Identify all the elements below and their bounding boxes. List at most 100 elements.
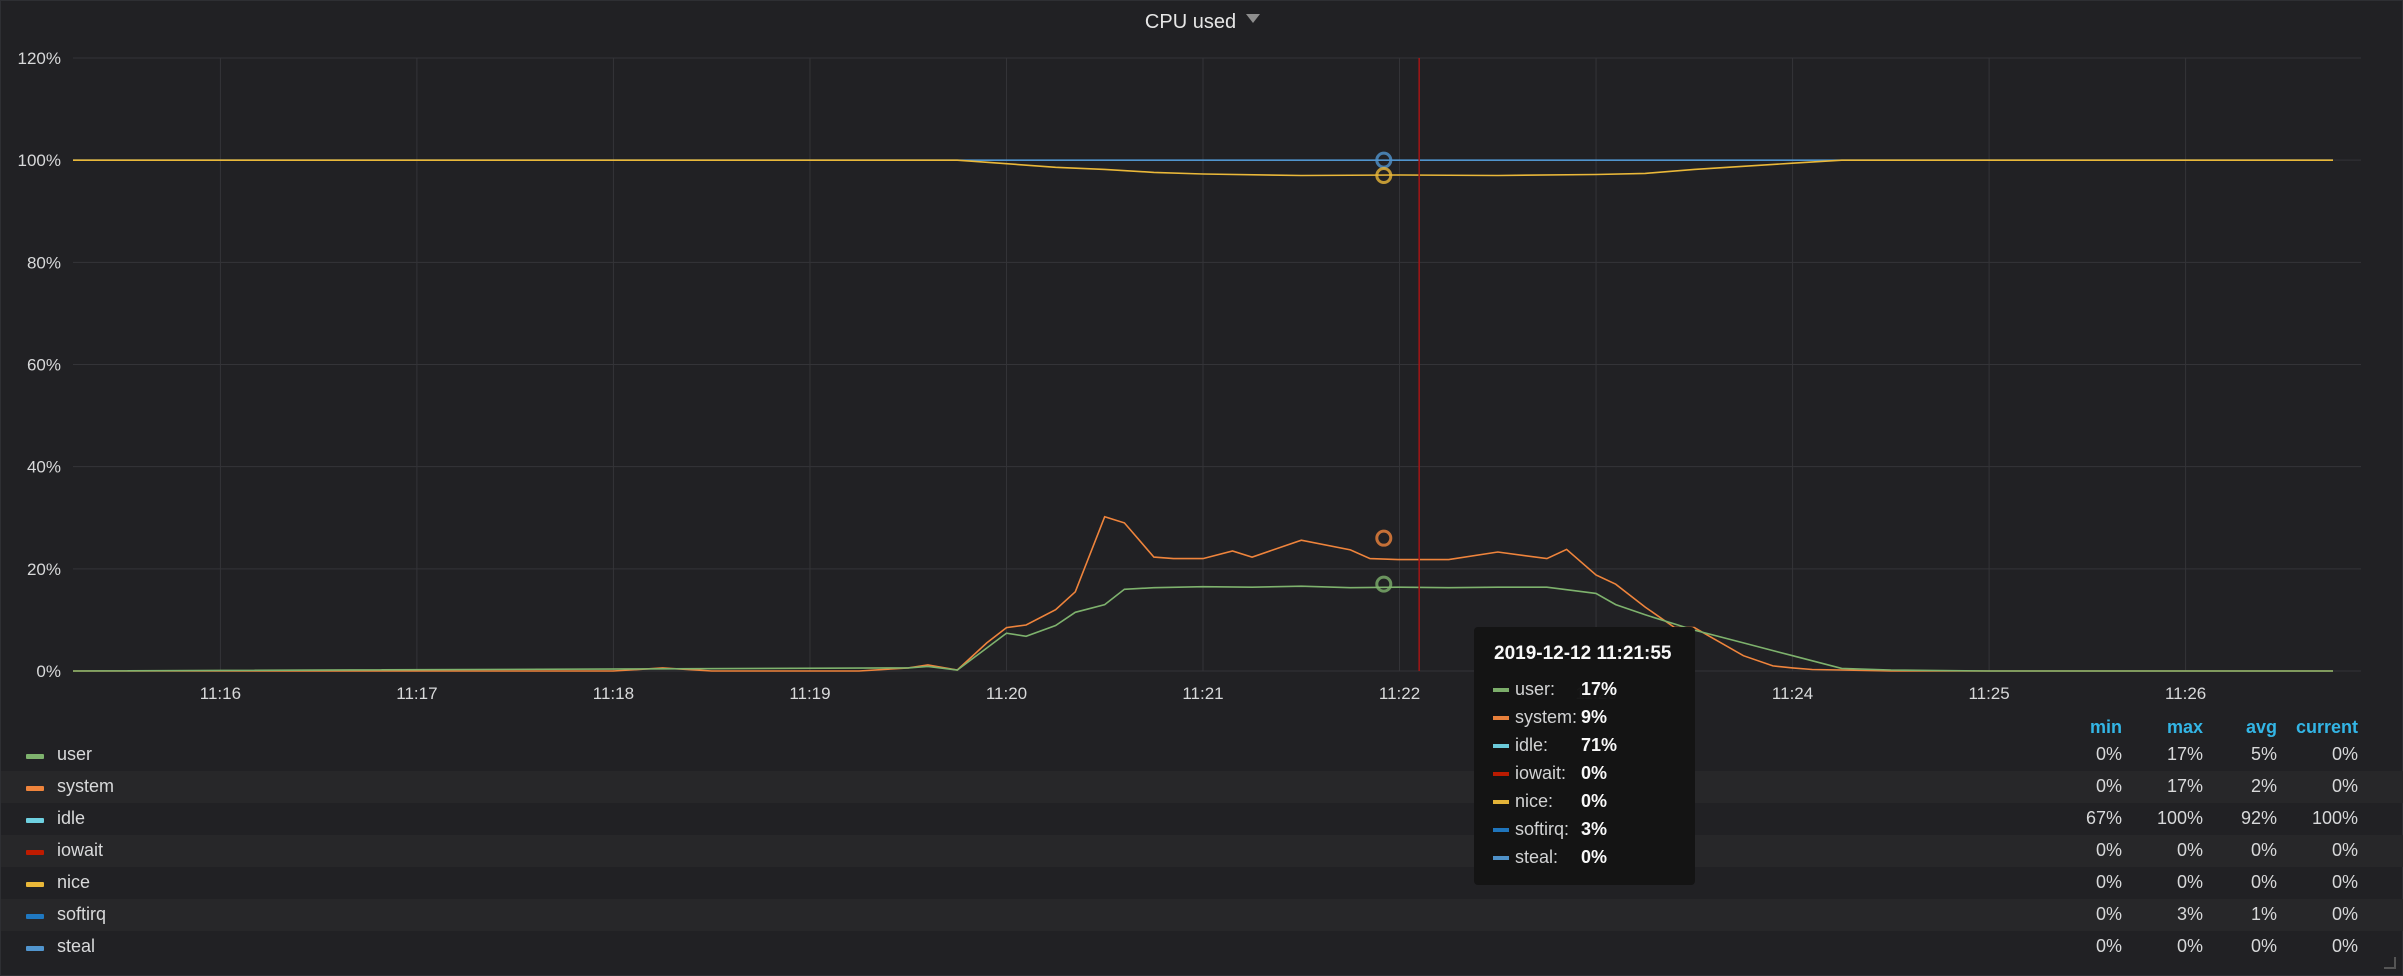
legend-row-system[interactable]: system 0% 17% 2% 0% — [1, 771, 2403, 803]
y-tick-label: 80% — [27, 253, 61, 272]
legend-col-min[interactable]: min — [2089, 717, 2122, 737]
legend-current: 0% — [2331, 904, 2358, 924]
legend-col-max[interactable]: max — [2166, 717, 2203, 737]
tooltip-series-value: 3% — [1581, 819, 1608, 839]
panel-title[interactable]: CPU used — [1, 11, 2403, 34]
tooltip-swatch — [1493, 688, 1509, 692]
tooltip-row: iowait: 0% — [1493, 761, 1683, 789]
y-tick-label: 100% — [18, 151, 61, 170]
legend-current: 0% — [2331, 840, 2358, 860]
legend-current: 100% — [2311, 808, 2358, 828]
x-tick-label: 11:26 — [2165, 684, 2206, 703]
legend-series-name[interactable]: idle — [57, 808, 86, 828]
tooltip-series-name: steal: — [1515, 847, 1559, 867]
tooltip-series-value: 17% — [1581, 679, 1618, 699]
legend-avg: 2% — [2250, 776, 2277, 796]
legend-swatch[interactable] — [26, 818, 44, 823]
x-tick-label: 11:21 — [1182, 684, 1223, 703]
tooltip-swatch — [1493, 856, 1509, 860]
tooltip-series-name: system: — [1515, 707, 1578, 727]
hover-marker-stack-top — [1375, 166, 1393, 184]
legend-min: 0% — [2095, 744, 2122, 764]
cpu-line-chart[interactable]: 0% 20% 40% 60% 80% 100% 120% 11:16 11:17 11:18 11:… — [1, 1, 2403, 711]
tooltip-time: 2019-12-12 11:21:55 — [1494, 643, 1672, 664]
legend-series-name[interactable]: user — [57, 744, 93, 764]
tooltip-row: steal: 0% — [1493, 845, 1683, 873]
legend-avg: 5% — [2250, 744, 2277, 764]
legend-rows: user 0% 17% 5% 0% system 0% 17% 2% 0% idle 67% 100% 9… — [1, 739, 2403, 963]
legend-series-name[interactable]: nice — [57, 872, 91, 892]
legend-swatch[interactable] — [26, 850, 44, 855]
legend-series-name[interactable]: softirq — [57, 904, 107, 924]
y-tick-label: 120% — [18, 49, 61, 68]
legend-series-name[interactable]: system — [57, 776, 115, 796]
tooltip-series-name: idle: — [1515, 735, 1549, 755]
tooltip-swatch — [1493, 800, 1509, 804]
x-tick-label: 11:17 — [396, 684, 437, 703]
tooltip-series-value: 71% — [1581, 735, 1618, 755]
x-tick-label: 11:22 — [1379, 684, 1420, 703]
legend-row-idle[interactable]: idle 67% 100% 92% 100% — [1, 803, 2403, 835]
y-tick-label: 60% — [27, 356, 61, 375]
legend-max: 0% — [2176, 936, 2203, 956]
legend-max: 17% — [2166, 744, 2203, 764]
legend-avg: 92% — [2240, 808, 2277, 828]
x-tick-label: 11:19 — [789, 684, 830, 703]
legend-max: 17% — [2166, 776, 2203, 796]
tooltip-swatch — [1493, 716, 1509, 720]
x-tick-label: 11:25 — [1968, 684, 2009, 703]
legend-table: min max avg current user 0% 17% 5% 0% system 0… — [1, 711, 2403, 963]
y-tick-label: 20% — [27, 560, 61, 579]
legend-max: 0% — [2176, 872, 2203, 892]
tooltip-row: softirq: 3% — [1493, 817, 1683, 845]
legend-header: min max avg current — [1, 711, 2403, 739]
y-tick-label: 40% — [27, 458, 61, 477]
legend-series-name[interactable]: steal — [57, 936, 96, 956]
hover-tooltip: 2019-12-12 11:21:55 user: 17% system: 9% idl… — [1474, 627, 1695, 885]
legend-avg: 1% — [2250, 904, 2277, 924]
tooltip-series-name: softirq: — [1515, 819, 1570, 839]
legend-current: 0% — [2331, 936, 2358, 956]
x-tick-label: 11:20 — [986, 684, 1027, 703]
x-tick-label: 11:18 — [593, 684, 634, 703]
legend-swatch[interactable] — [26, 786, 44, 791]
legend-swatch[interactable] — [26, 882, 44, 887]
legend-row-nice[interactable]: nice 0% 0% 0% 0% — [1, 867, 2403, 899]
tooltip-row: nice: 0% — [1493, 789, 1683, 817]
legend-swatch[interactable] — [26, 914, 44, 919]
legend-row-iowait[interactable]: iowait 0% 0% 0% 0% — [1, 835, 2403, 867]
hover-marker-system — [1375, 529, 1393, 547]
legend-series-name[interactable]: iowait — [57, 840, 104, 860]
legend-col-avg[interactable]: avg — [2245, 717, 2277, 737]
tooltip-series-name: user: — [1515, 679, 1556, 699]
chevron-down-icon[interactable] — [1246, 14, 1261, 24]
legend-min: 0% — [2095, 904, 2122, 924]
panel-title-text[interactable]: CPU used — [1144, 11, 1237, 33]
tooltip-row: system: 9% — [1493, 705, 1683, 733]
legend-min: 0% — [2095, 872, 2122, 892]
tooltip-swatch — [1493, 828, 1509, 832]
legend-avg: 0% — [2250, 872, 2277, 892]
legend-current: 0% — [2331, 744, 2358, 764]
tooltip-series-value: 0% — [1581, 763, 1608, 783]
legend-max: 0% — [2176, 840, 2203, 860]
legend-swatch[interactable] — [26, 946, 44, 951]
hover-marker-user — [1375, 575, 1393, 593]
resize-handle-icon[interactable] — [2384, 957, 2396, 969]
x-tick-label: 11:16 — [200, 684, 241, 703]
legend-min: 67% — [2085, 808, 2122, 828]
legend-row-softirq[interactable]: softirq 0% 3% 1% 0% — [1, 899, 2403, 931]
legend-row-user[interactable]: user 0% 17% 5% 0% — [1, 739, 2403, 771]
tooltip-series-name: iowait: — [1515, 763, 1567, 783]
legend-col-current[interactable]: current — [2295, 717, 2358, 737]
legend-swatch[interactable] — [26, 754, 44, 759]
tooltip-series-name: nice: — [1515, 791, 1554, 811]
tooltip-row: idle: 71% — [1493, 733, 1683, 761]
series-line-stack-top — [73, 159, 2333, 177]
x-tick-label: 11:24 — [1772, 684, 1813, 703]
legend-row-steal[interactable]: steal 0% 0% 0% 0% — [1, 931, 2403, 963]
tooltip-series-value: 9% — [1581, 707, 1608, 727]
y-tick-label: 0% — [36, 662, 61, 681]
tooltip-swatch — [1493, 772, 1509, 776]
